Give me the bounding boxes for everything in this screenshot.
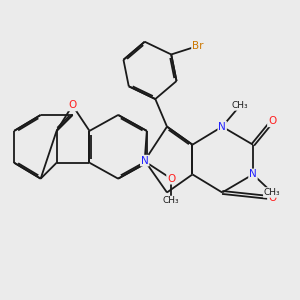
Text: CH₃: CH₃ — [163, 196, 179, 206]
Text: Br: Br — [192, 41, 203, 51]
Text: O: O — [68, 100, 76, 110]
Text: CH₃: CH₃ — [264, 188, 280, 197]
Text: O: O — [268, 116, 276, 126]
Text: O: O — [167, 174, 176, 184]
Text: N: N — [218, 122, 226, 132]
Text: O: O — [268, 193, 276, 203]
Text: N: N — [141, 156, 148, 166]
Text: N: N — [249, 169, 257, 179]
Text: CH₃: CH₃ — [232, 101, 248, 110]
